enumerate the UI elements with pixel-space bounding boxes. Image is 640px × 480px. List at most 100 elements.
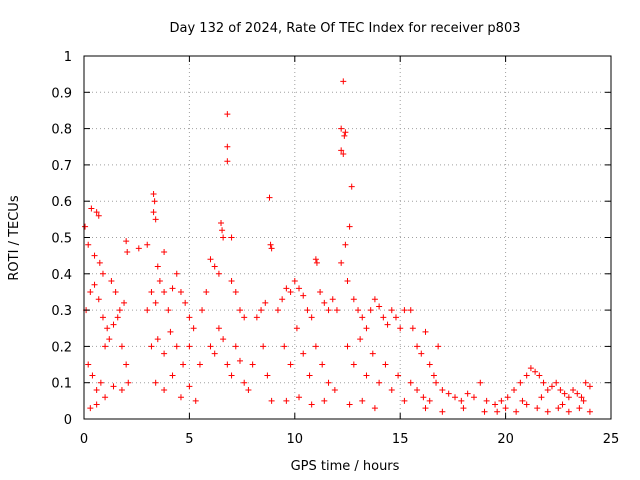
data-point <box>430 372 437 379</box>
data-point <box>190 325 197 332</box>
data-point <box>267 241 274 248</box>
data-point <box>296 285 303 292</box>
data-point <box>350 361 357 368</box>
data-point <box>420 394 427 401</box>
y-axis-label: ROTI / TECUs <box>7 195 22 280</box>
data-point <box>464 390 471 397</box>
data-point <box>340 151 347 158</box>
data-point <box>97 379 104 386</box>
data-point <box>586 383 593 390</box>
data-point <box>494 408 501 415</box>
data-point <box>338 125 345 132</box>
data-point <box>578 394 585 401</box>
data-point <box>384 321 391 328</box>
data-point <box>548 383 555 390</box>
data-point <box>228 234 235 241</box>
data-point <box>224 158 231 165</box>
data-point <box>350 296 357 303</box>
data-point <box>268 397 275 404</box>
data-point <box>87 288 94 295</box>
data-point <box>186 314 193 321</box>
data-point <box>511 386 518 393</box>
data-point <box>308 314 315 321</box>
data-point <box>279 296 286 303</box>
data-point <box>570 386 577 393</box>
data-point <box>555 405 562 412</box>
data-point <box>106 336 113 343</box>
data-point <box>580 397 587 404</box>
data-point <box>118 343 125 350</box>
data-point <box>203 288 210 295</box>
data-point <box>224 143 231 150</box>
data-point <box>355 307 362 314</box>
data-point <box>527 365 534 372</box>
data-point <box>565 408 572 415</box>
data-point <box>300 350 307 357</box>
data-point <box>177 394 184 401</box>
x-tick-label: 5 <box>185 432 193 447</box>
data-point <box>371 296 378 303</box>
x-tick-label: 0 <box>80 432 88 447</box>
data-point <box>196 361 203 368</box>
data-point <box>91 252 98 259</box>
data-point <box>173 270 180 277</box>
data-point <box>169 285 176 292</box>
data-point <box>287 361 294 368</box>
data-point <box>123 361 130 368</box>
data-point <box>228 278 235 285</box>
data-point <box>108 278 115 285</box>
data-point <box>313 259 320 266</box>
data-point <box>422 328 429 335</box>
data-point <box>224 361 231 368</box>
data-point <box>114 314 121 321</box>
data-point <box>369 350 376 357</box>
data-point <box>293 325 300 332</box>
data-point <box>236 357 243 364</box>
data-point <box>458 397 465 404</box>
data-point <box>397 325 404 332</box>
data-point <box>422 405 429 412</box>
data-point <box>123 238 130 245</box>
y-tick-label: 0.8 <box>51 123 72 138</box>
data-point <box>359 397 366 404</box>
data-point <box>154 336 161 343</box>
data-point <box>125 379 132 386</box>
data-point <box>439 408 446 415</box>
data-point <box>220 336 227 343</box>
data-point <box>325 379 332 386</box>
data-point <box>338 259 345 266</box>
data-point <box>329 296 336 303</box>
data-point <box>401 397 408 404</box>
data-point <box>228 372 235 379</box>
data-point <box>331 386 338 393</box>
data-point <box>283 285 290 292</box>
axis-ticks: 0 5 10 15 20 25 0 0.1 0.2 0.3 0.4 0.5 0.6 0.7 0.8 0.9 1 <box>51 50 619 447</box>
data-point <box>481 408 488 415</box>
data-point <box>85 361 92 368</box>
chart-title: Day 132 of 2024, Rate Of TEC Index for r… <box>170 21 521 36</box>
data-point <box>99 270 106 277</box>
y-tick-label: 0.9 <box>51 86 72 101</box>
data-point <box>281 343 288 350</box>
x-tick-label: 25 <box>603 432 620 447</box>
data-point <box>262 299 269 306</box>
data-point <box>395 372 402 379</box>
data-point <box>504 394 511 401</box>
grid <box>84 56 611 419</box>
data-point <box>215 270 222 277</box>
data-point <box>341 132 348 139</box>
data-point <box>180 361 187 368</box>
data-point <box>414 343 421 350</box>
data-point <box>161 288 168 295</box>
data-point <box>283 397 290 404</box>
data-point <box>165 307 172 314</box>
data-point <box>433 379 440 386</box>
data-point <box>407 307 414 314</box>
data-point <box>82 223 89 230</box>
data-point <box>435 343 442 350</box>
data-point <box>274 307 281 314</box>
data-point <box>502 405 509 412</box>
data-point <box>460 405 467 412</box>
data-point <box>291 278 298 285</box>
data-point <box>161 386 168 393</box>
